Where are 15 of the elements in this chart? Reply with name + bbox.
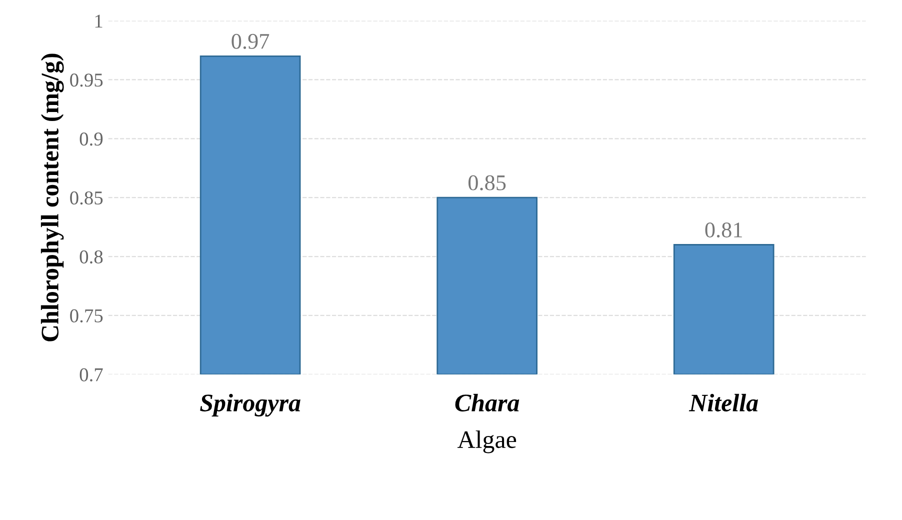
data-label: 0.85 [468, 175, 506, 190]
x-tick-label: Spirogyra [200, 394, 300, 417]
y-tick-label: 0.9 [80, 132, 103, 146]
y-axis-title: Chlorophyll content (mg/g) [40, 54, 64, 342]
y-tick-label: 0.8 [80, 250, 103, 264]
x-tick-label: Chara [455, 394, 520, 412]
y-tick-label: 0.75 [70, 309, 103, 322]
x-axis-title: Algae [457, 430, 516, 454]
y-tick-label: 1 [95, 14, 102, 28]
y-tick-label: 0.95 [70, 74, 103, 87]
data-label: 0.97 [232, 34, 270, 49]
y-tick-label: 0.85 [70, 191, 103, 205]
data-label: 0.81 [705, 222, 742, 238]
y-tick-label: 0.7 [80, 368, 103, 382]
x-tick-label: Nitella [688, 394, 758, 412]
